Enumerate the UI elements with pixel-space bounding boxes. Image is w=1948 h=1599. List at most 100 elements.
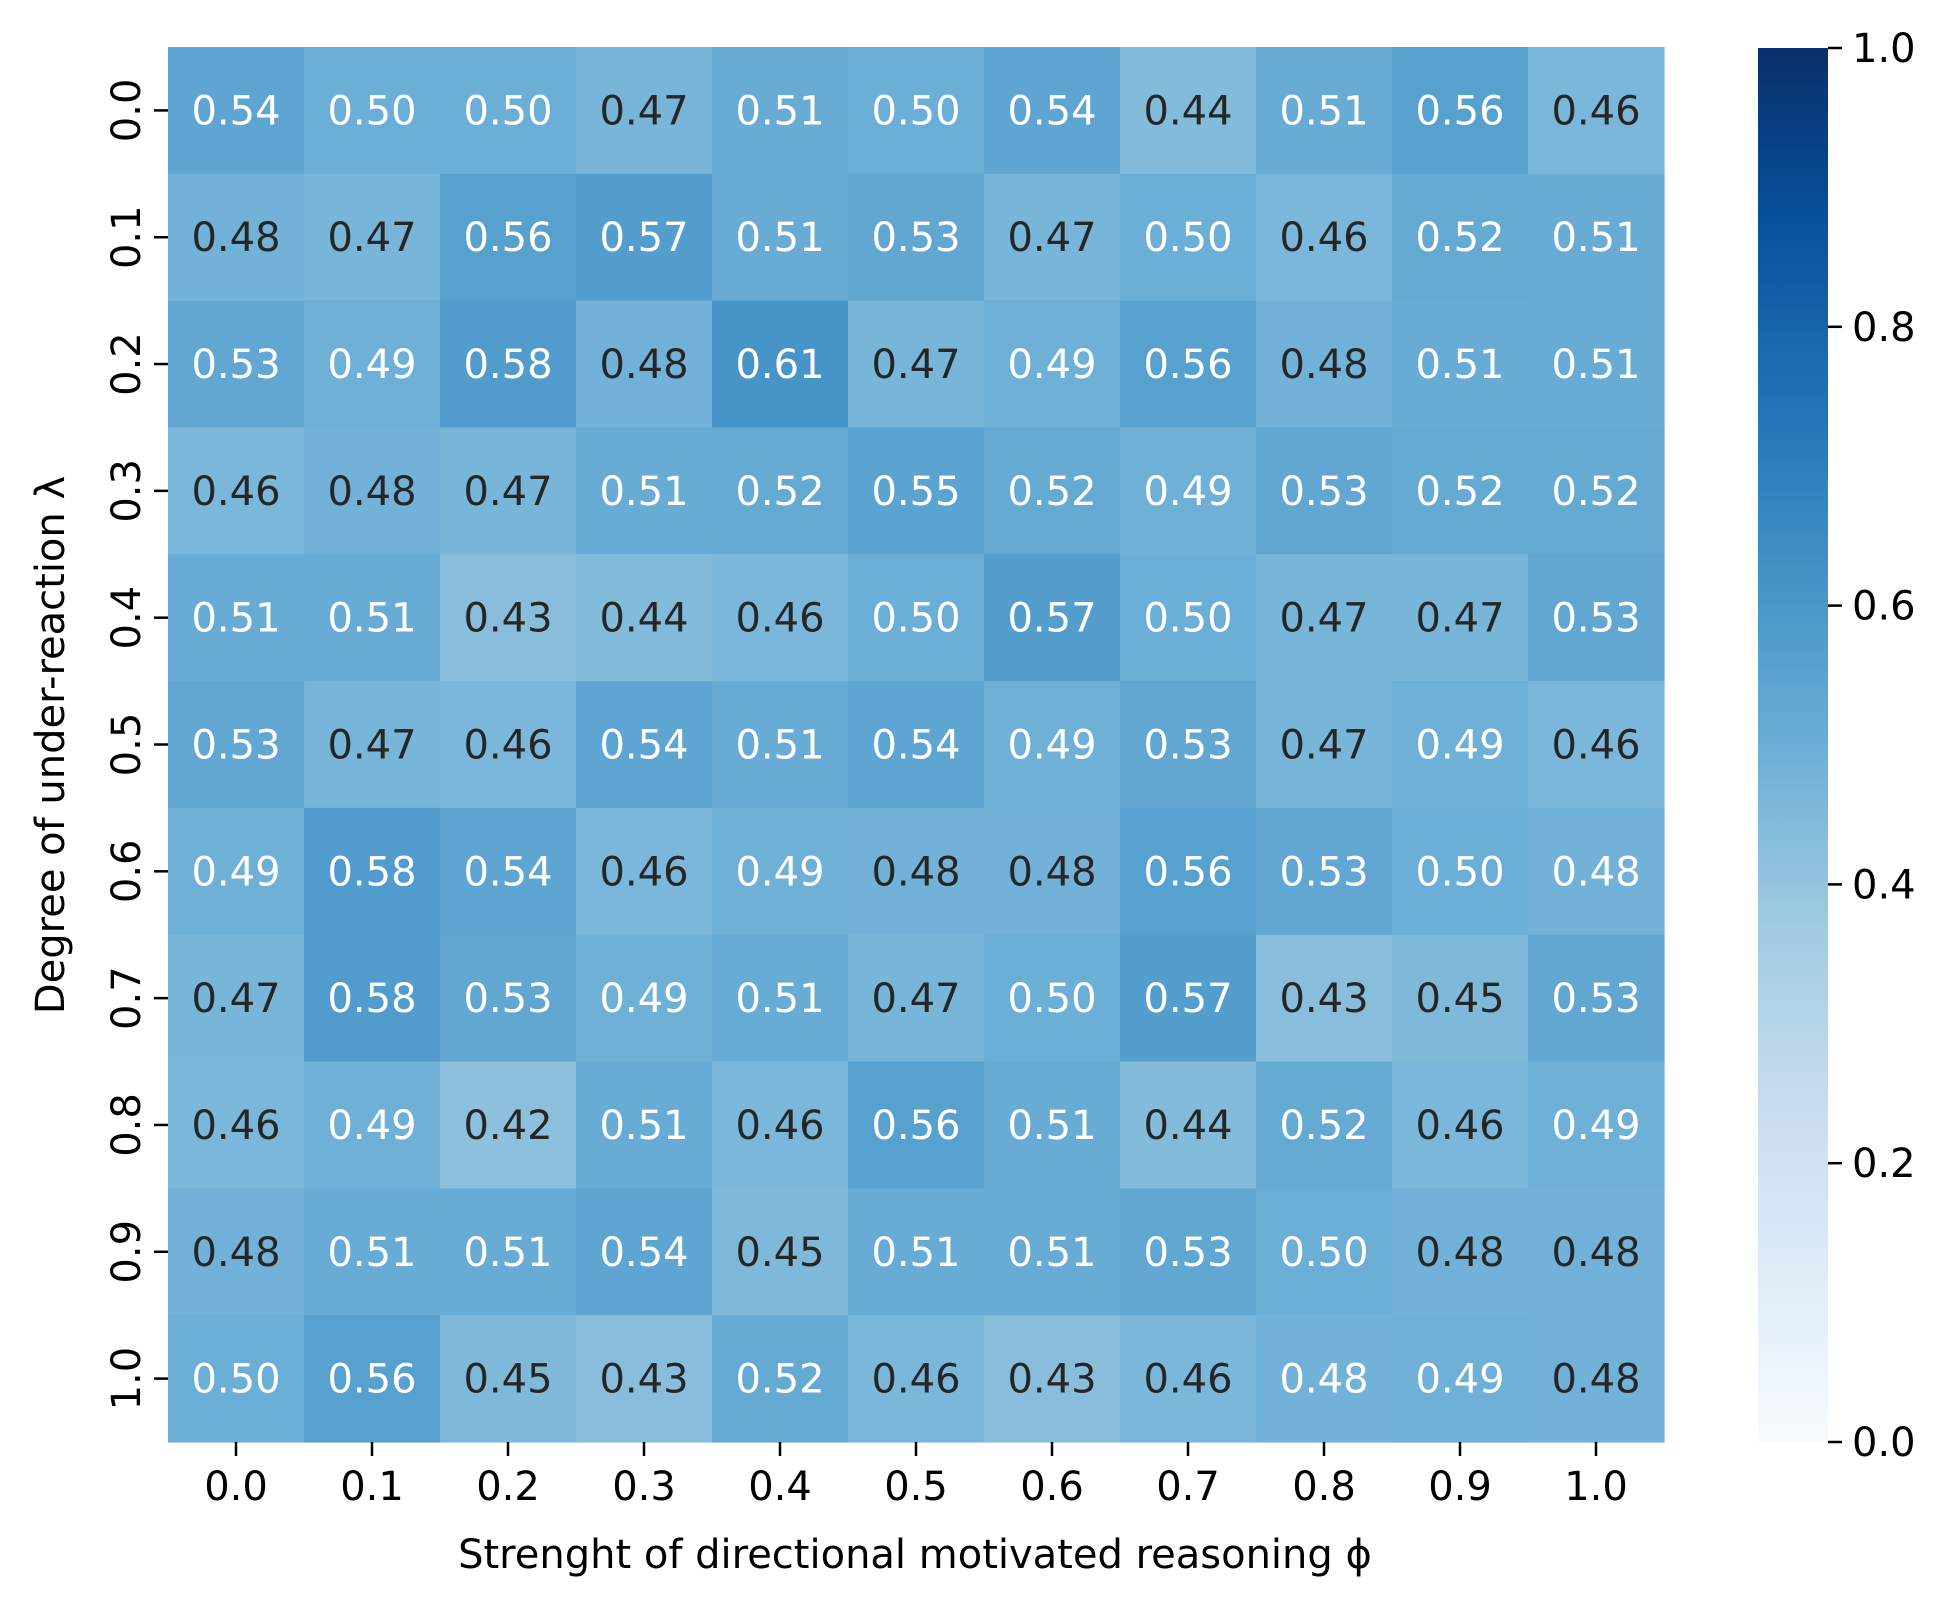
heatmap-cell bbox=[304, 554, 441, 682]
heatmap-cell-label: 0.45 bbox=[1415, 976, 1504, 1022]
heatmap-cell bbox=[440, 1188, 577, 1316]
heatmap-cell-label: 0.52 bbox=[1415, 469, 1504, 515]
heatmap-cell bbox=[576, 173, 713, 302]
heatmap-cell-label: 0.49 bbox=[1143, 469, 1232, 515]
heatmap-cell-label: 0.53 bbox=[1551, 976, 1640, 1022]
x-tick-label: 0.6 bbox=[1020, 1464, 1084, 1510]
heatmap-cell-label: 0.46 bbox=[599, 849, 688, 895]
heatmap-cell bbox=[576, 1061, 713, 1189]
heatmap-cell bbox=[984, 173, 1121, 302]
y-axis: 0.0 0.1 0.2 0.3 0.4 0.5 0.6 0.7 0.8 0.9 1.0 bbox=[104, 79, 168, 1411]
heatmap-cell-label: 0.54 bbox=[1007, 88, 1096, 134]
heatmap-cell-label: 0.47 bbox=[1279, 596, 1368, 642]
heatmap-cell bbox=[440, 807, 577, 936]
heatmap-cell bbox=[440, 427, 577, 555]
heatmap-cell-label: 0.57 bbox=[1143, 976, 1232, 1022]
heatmap-cell bbox=[1120, 681, 1257, 809]
heatmap-cell-label: 0.56 bbox=[463, 215, 552, 261]
heatmap-cell bbox=[712, 1061, 849, 1189]
heatmap-cell bbox=[576, 681, 713, 809]
heatmap-cell bbox=[440, 1315, 577, 1443]
heatmap-cell-label: 0.56 bbox=[1143, 342, 1232, 388]
heatmap-cell bbox=[984, 1315, 1121, 1443]
heatmap-cell bbox=[848, 47, 985, 175]
heatmap-cell bbox=[1120, 173, 1257, 302]
heatmap-cell bbox=[1528, 934, 1665, 1063]
heatmap-cell-label: 0.57 bbox=[1007, 596, 1096, 642]
heatmap-cell-label: 0.47 bbox=[871, 976, 960, 1022]
heatmap-cell bbox=[1392, 47, 1529, 175]
x-tick-label: 0.4 bbox=[748, 1464, 812, 1510]
y-tick-label: 0.1 bbox=[104, 205, 150, 269]
heatmap-cell bbox=[440, 681, 577, 809]
colorbar-tick-label: 1.0 bbox=[1852, 26, 1916, 72]
heatmap-cell bbox=[1528, 681, 1665, 809]
heatmap-cell bbox=[848, 300, 985, 429]
heatmap-cell bbox=[168, 1061, 305, 1189]
heatmap-cell-label: 0.51 bbox=[735, 976, 824, 1022]
heatmap-cell-label: 0.49 bbox=[599, 976, 688, 1022]
y-tick-label: 1.0 bbox=[104, 1347, 150, 1411]
heatmap-cell bbox=[1392, 300, 1529, 429]
heatmap-cell-label: 0.47 bbox=[327, 215, 416, 261]
x-tick-label: 0.3 bbox=[612, 1464, 676, 1510]
heatmap-cell-label: 0.53 bbox=[1279, 469, 1368, 515]
y-tick-label: 0.2 bbox=[104, 332, 150, 396]
heatmap-cell-label: 0.47 bbox=[327, 723, 416, 769]
x-tick-label: 0.0 bbox=[204, 1464, 268, 1510]
heatmap-cell-label: 0.53 bbox=[871, 215, 960, 261]
heatmap-cell-label: 0.47 bbox=[463, 469, 552, 515]
heatmap-cell-label: 0.44 bbox=[1143, 88, 1232, 134]
heatmap-cell-label: 0.46 bbox=[1415, 1103, 1504, 1149]
heatmap-cell-label: 0.61 bbox=[735, 342, 824, 388]
heatmap-cell bbox=[984, 1188, 1121, 1316]
heatmap-cell bbox=[984, 1061, 1121, 1189]
heatmap-cell-label: 0.56 bbox=[1143, 849, 1232, 895]
heatmap-cell-label: 0.49 bbox=[1551, 1103, 1640, 1149]
heatmap-cell-label: 0.57 bbox=[599, 215, 688, 261]
colorbar-tick-label: 0.0 bbox=[1852, 1420, 1916, 1466]
heatmap-cell bbox=[1392, 554, 1529, 682]
heatmap-cell-label: 0.53 bbox=[191, 723, 280, 769]
heatmap-cell bbox=[1528, 427, 1665, 555]
heatmap-cell bbox=[712, 47, 849, 175]
colorbar bbox=[1758, 48, 1828, 1442]
heatmap-cell-label: 0.51 bbox=[1551, 342, 1640, 388]
heatmap-cell bbox=[984, 47, 1121, 175]
heatmap-cell-label: 0.48 bbox=[1279, 342, 1368, 388]
heatmap-cell bbox=[168, 554, 305, 682]
heatmap-cell bbox=[440, 300, 577, 429]
heatmap-cell bbox=[304, 300, 441, 429]
heatmap-cell-label: 0.50 bbox=[191, 1357, 280, 1403]
heatmap-cell-label: 0.56 bbox=[327, 1357, 416, 1403]
heatmap-cell-label: 0.51 bbox=[599, 469, 688, 515]
x-tick-label: 1.0 bbox=[1564, 1464, 1628, 1510]
heatmap-cell-label: 0.58 bbox=[463, 342, 552, 388]
heatmap-cell-label: 0.53 bbox=[463, 976, 552, 1022]
heatmap-cell bbox=[576, 934, 713, 1063]
heatmap-cell-label: 0.42 bbox=[463, 1103, 552, 1149]
heatmap-cell-label: 0.48 bbox=[599, 342, 688, 388]
heatmap-cell bbox=[1120, 47, 1257, 175]
heatmap-cell-label: 0.48 bbox=[191, 1230, 280, 1276]
heatmap-cell-label: 0.48 bbox=[1007, 849, 1096, 895]
heatmap-cell bbox=[576, 300, 713, 429]
heatmap-cell-label: 0.45 bbox=[735, 1230, 824, 1276]
heatmap-cell bbox=[304, 1061, 441, 1189]
heatmap-cell-label: 0.50 bbox=[327, 88, 416, 134]
x-tick-label: 0.8 bbox=[1292, 1464, 1356, 1510]
heatmap-cell bbox=[1528, 300, 1665, 429]
heatmap-cell-label: 0.51 bbox=[735, 215, 824, 261]
heatmap-cell bbox=[440, 934, 577, 1063]
y-tick-label: 0.0 bbox=[104, 79, 150, 143]
heatmap-cell bbox=[1120, 1061, 1257, 1189]
colorbar-ticks: 0.0 0.2 0.4 0.6 0.8 1.0 bbox=[1828, 26, 1916, 1466]
heatmap-cell bbox=[848, 1061, 985, 1189]
heatmap-cell-label: 0.53 bbox=[1551, 596, 1640, 642]
heatmap-cell-label: 0.51 bbox=[1279, 88, 1368, 134]
heatmap-cell bbox=[168, 427, 305, 555]
heatmap-cell-label: 0.51 bbox=[599, 1103, 688, 1149]
heatmap-cell-label: 0.44 bbox=[599, 596, 688, 642]
heatmap-cell-label: 0.51 bbox=[1007, 1230, 1096, 1276]
heatmap-cell-label: 0.50 bbox=[1143, 215, 1232, 261]
